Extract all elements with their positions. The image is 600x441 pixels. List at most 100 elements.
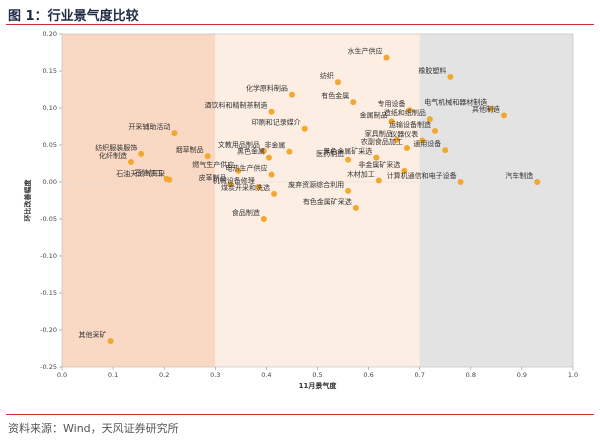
point-label: 木材加工 bbox=[347, 170, 375, 179]
zone-band bbox=[62, 34, 216, 367]
point-label: 化纤制造 bbox=[99, 151, 127, 160]
point-label: 仪器仪表 bbox=[390, 130, 418, 139]
data-points bbox=[107, 54, 541, 345]
point-label: 通用设备 bbox=[413, 139, 441, 148]
point-label: 金属制品 bbox=[360, 110, 388, 119]
point-label: 其他采矿 bbox=[79, 330, 107, 339]
point-label: 燃气生产供应 bbox=[192, 160, 234, 169]
point-label: 食品制造 bbox=[232, 208, 260, 217]
data-point bbox=[268, 108, 275, 115]
data-point bbox=[227, 181, 234, 188]
point-label: 机械设备修理 bbox=[213, 176, 255, 185]
point-label: 酒饮料和精制茶制造 bbox=[205, 101, 268, 110]
point-label: 皮革制品 bbox=[199, 173, 227, 182]
data-point bbox=[352, 204, 359, 211]
point-label: 印刷和记录媒介 bbox=[252, 118, 301, 127]
data-point bbox=[268, 171, 275, 178]
zone-bands bbox=[62, 34, 573, 367]
point-label: 计算机通信和电子设备 bbox=[387, 171, 457, 180]
y-tick-label: 0.10 bbox=[43, 104, 57, 112]
data-point bbox=[271, 190, 278, 197]
y-tick-label: -0.25 bbox=[40, 363, 57, 371]
point-label: 家具制品 bbox=[365, 129, 393, 138]
x-tick-label: 0.3 bbox=[210, 371, 220, 379]
y-tick-label: 0.20 bbox=[43, 30, 57, 38]
data-point bbox=[345, 187, 352, 194]
data-point bbox=[127, 159, 134, 166]
data-point bbox=[534, 179, 541, 185]
point-label: 废弃资源综合利用 bbox=[288, 180, 344, 189]
data-point bbox=[235, 167, 242, 174]
figure-title: 图 1：行业景气度比较 bbox=[8, 9, 139, 24]
data-point bbox=[447, 73, 454, 80]
x-tick-label: 0.7 bbox=[415, 371, 425, 379]
point-label: 煤炭开采和洗选 bbox=[221, 183, 270, 192]
point-label: 化学原料制品 bbox=[246, 84, 288, 93]
data-point bbox=[488, 105, 495, 112]
y-tick-label: 0.00 bbox=[43, 178, 57, 186]
y-tick-label: 0.05 bbox=[43, 141, 57, 149]
point-label: 造纸和纸制品 bbox=[384, 108, 426, 117]
data-point bbox=[301, 125, 308, 132]
data-point bbox=[288, 91, 295, 98]
y-tick-label: 0.15 bbox=[43, 67, 57, 75]
point-label: 纺织 bbox=[320, 71, 334, 80]
y-tick-label: -0.15 bbox=[40, 289, 57, 297]
point-label: 医药制造 bbox=[316, 149, 344, 158]
y-tick-label: -0.10 bbox=[40, 252, 57, 260]
point-label: 专用设备 bbox=[377, 99, 405, 108]
data-point bbox=[255, 184, 262, 191]
data-point bbox=[260, 216, 267, 222]
data-point bbox=[403, 144, 410, 151]
data-point bbox=[138, 150, 145, 157]
data-point bbox=[345, 156, 352, 163]
data-point bbox=[426, 116, 433, 123]
data-point bbox=[501, 112, 508, 119]
point-label: 有色金属矿采选 bbox=[303, 197, 352, 206]
axes: 0.0 0.1 0.2 0.3 0.4 0.5 0.6 0.7 0.8 0.9 1.0 0.20 0.1… bbox=[40, 30, 578, 379]
data-point bbox=[107, 338, 114, 345]
data-point bbox=[265, 154, 272, 161]
point-label: 石油天然气开采 bbox=[116, 169, 165, 178]
source-note: 资料来源：Wind，天风证券研究所 bbox=[8, 422, 179, 435]
data-point bbox=[457, 179, 464, 185]
y-tick-label: -0.20 bbox=[40, 326, 57, 334]
point-label: 纺织服装服饰 bbox=[95, 143, 137, 152]
data-point bbox=[286, 148, 293, 155]
point-label: 水生产供应 bbox=[347, 47, 382, 56]
data-point bbox=[432, 127, 439, 134]
point-label: 有色金属 bbox=[321, 91, 349, 100]
point-label: 运输设备制造 bbox=[389, 120, 431, 129]
point-label: 电热生产供应 bbox=[226, 164, 268, 173]
data-point bbox=[350, 99, 357, 106]
point-label: 橡胶塑料 bbox=[418, 66, 446, 75]
bottom-rule bbox=[6, 414, 594, 415]
point-label: 汽车制造 bbox=[505, 171, 533, 180]
zone-band bbox=[215, 34, 420, 367]
x-axis-title: 11月景气度 bbox=[299, 381, 338, 390]
point-label: 开采辅助活动 bbox=[128, 122, 170, 131]
point-label: 黑色金属矿采选 bbox=[323, 147, 372, 156]
x-tick-label: 0.2 bbox=[159, 371, 169, 379]
point-label: 石油加工 bbox=[135, 168, 163, 177]
data-point bbox=[442, 147, 449, 154]
point-label: 农副食品加工 bbox=[361, 137, 403, 146]
data-point bbox=[166, 176, 173, 183]
data-point bbox=[260, 147, 267, 154]
y-axis-title: 环比改善幅度 bbox=[23, 179, 32, 222]
top-rule bbox=[6, 24, 594, 25]
x-tick-label: 1.0 bbox=[568, 371, 578, 379]
data-point bbox=[375, 177, 382, 184]
y-tick-label: -0.05 bbox=[40, 215, 57, 223]
data-point bbox=[334, 79, 341, 86]
x-tick-label: 0.0 bbox=[57, 371, 67, 379]
data-point bbox=[171, 130, 178, 137]
x-tick-label: 0.4 bbox=[261, 371, 271, 379]
data-point bbox=[388, 118, 395, 125]
point-label: 其他制造 bbox=[472, 104, 500, 113]
x-tick-label: 0.9 bbox=[517, 371, 527, 379]
data-point bbox=[393, 136, 400, 143]
data-point bbox=[406, 107, 413, 114]
